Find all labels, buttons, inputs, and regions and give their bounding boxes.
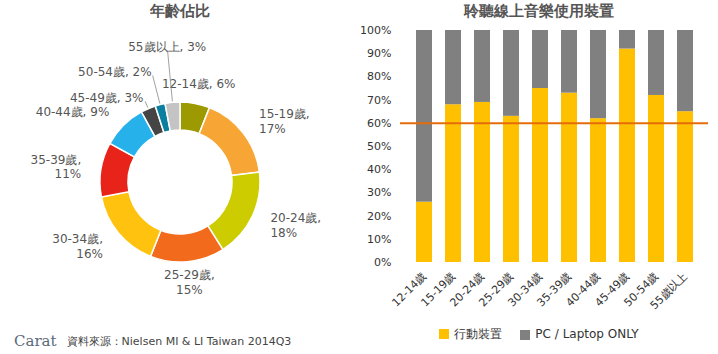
svg-text:20-24歲,18%: 20-24歲,18%: [270, 211, 321, 239]
svg-text:40-44歲: 40-44歲: [563, 269, 604, 310]
svg-text:40-44歲, 9%: 40-44歲, 9%: [36, 104, 110, 118]
svg-text:20%: 20%: [367, 210, 391, 223]
svg-text:20-24歲: 20-24歲: [447, 269, 488, 310]
html-text:Carat: Carat: [14, 332, 57, 350]
html-text:PC / Laptop ONLY: PC / Laptop ONLY: [535, 327, 639, 341]
svg-text:15-19歲,17%: 15-19歲,17%: [259, 107, 310, 135]
svg-text:12-14歲: 12-14歲: [389, 269, 430, 310]
svg-text:35-39歲: 35-39歲: [534, 269, 575, 310]
svg-text:30%: 30%: [367, 186, 391, 199]
svg-text:90%: 90%: [367, 47, 391, 60]
svg-text:80%: 80%: [367, 70, 391, 83]
svg-text:35-39歲,11%: 35-39歲,11%: [31, 153, 82, 181]
svg-text:50-54歲, 2%: 50-54歲, 2%: [78, 65, 152, 79]
svg-text:60%: 60%: [367, 117, 391, 130]
svg-text:50-54歲: 50-54歲: [621, 269, 662, 310]
svg-text:45-49歲, 3%: 45-49歲, 3%: [70, 91, 144, 105]
svg-text:25-29歲,15%: 25-29歲,15%: [164, 268, 215, 296]
html-text:聆聽線上音樂使用裝置: 聆聽線上音樂使用裝置: [464, 2, 614, 20]
svg-text:100%: 100%: [360, 24, 391, 37]
html-text:行動裝置: 行動裝置: [454, 326, 503, 341]
svg-text:50%: 50%: [367, 140, 391, 153]
svg-text:55歲以上, 3%: 55歲以上, 3%: [128, 40, 206, 54]
svg-text:12-14歲, 6%: 12-14歲, 6%: [162, 77, 236, 91]
html-text:年齡佔比: 年齡佔比: [150, 2, 210, 20]
svg-text:25-29歲: 25-29歲: [476, 269, 517, 310]
svg-text:10%: 10%: [367, 233, 391, 246]
html-text:資料來源：Nielsen MI & LI Taiwan 20: 資料來源：Nielsen MI & LI Taiwan 2014Q3: [66, 334, 292, 348]
svg-text:15-19歲: 15-19歲: [418, 269, 459, 310]
svg-text:0%: 0%: [374, 256, 391, 269]
svg-text:55歲以上: 55歲以上: [648, 270, 690, 312]
svg-text:45-49歲: 45-49歲: [592, 269, 633, 310]
svg-text:70%: 70%: [367, 94, 391, 107]
svg-text:30-34歲,16%: 30-34歲,16%: [52, 232, 103, 260]
svg-text:30-34歲: 30-34歲: [505, 269, 546, 310]
svg-text:40%: 40%: [367, 163, 391, 176]
